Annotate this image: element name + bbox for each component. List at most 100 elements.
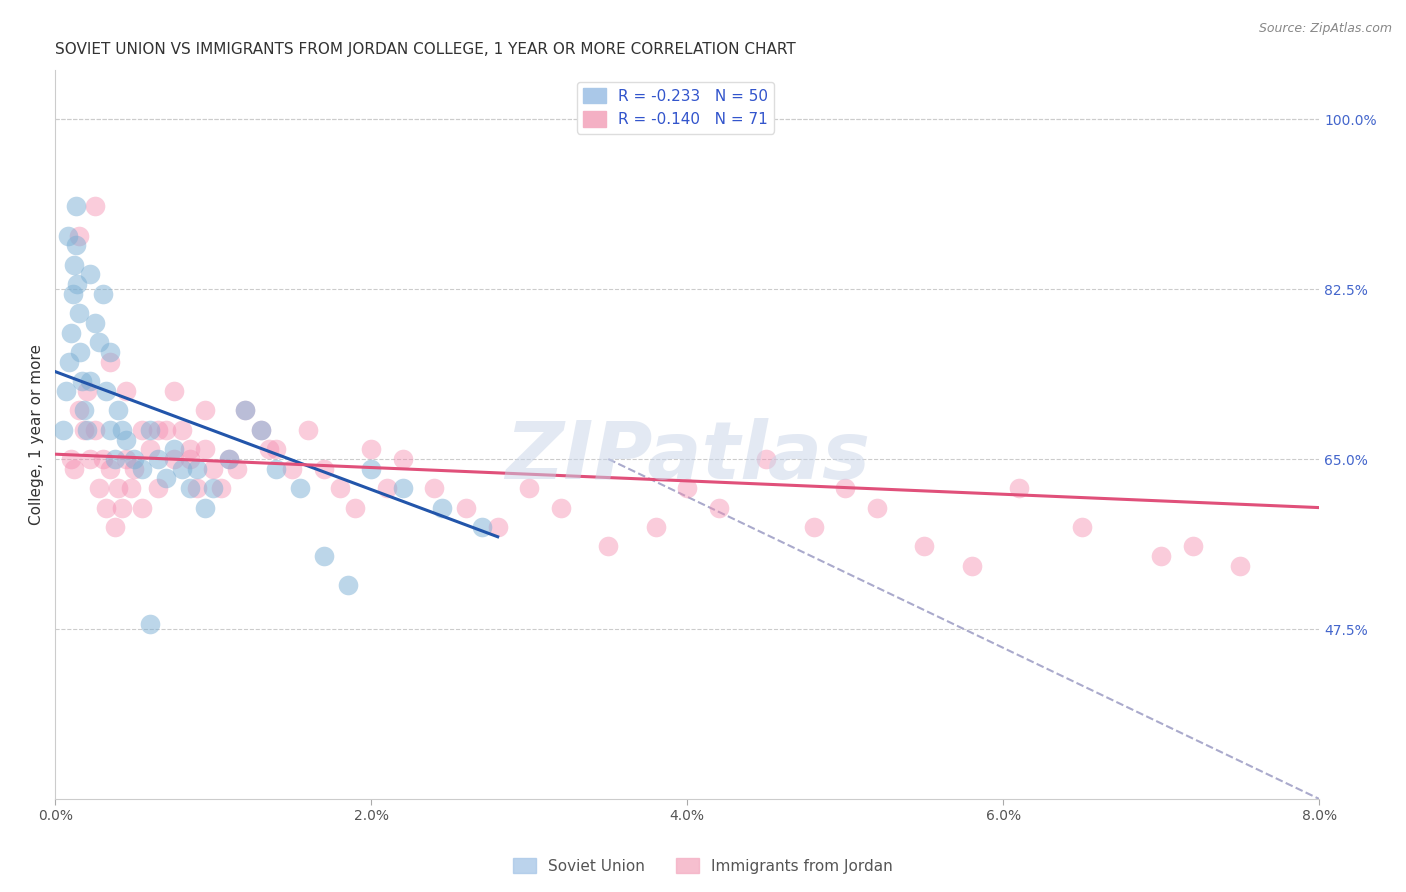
- Point: [194, 500, 217, 515]
- Legend: Soviet Union, Immigrants from Jordan: Soviet Union, Immigrants from Jordan: [508, 852, 898, 880]
- Point: [155, 471, 177, 485]
- Point: [100, 462, 122, 476]
- Point: [91, 286, 114, 301]
- Point: [312, 462, 335, 476]
- Point: [344, 500, 367, 515]
- Point: [186, 481, 208, 495]
- Point: [131, 500, 153, 515]
- Point: [1229, 558, 1251, 573]
- Point: [226, 462, 249, 476]
- Point: [155, 423, 177, 437]
- Point: [755, 452, 778, 467]
- Point: [52, 423, 75, 437]
- Point: [960, 558, 983, 573]
- Point: [65, 238, 87, 252]
- Point: [89, 335, 111, 350]
- Point: [202, 462, 225, 476]
- Point: [1182, 540, 1205, 554]
- Point: [70, 374, 93, 388]
- Point: [100, 345, 122, 359]
- Point: [107, 481, 129, 495]
- Point: [79, 452, 101, 467]
- Point: [146, 481, 169, 495]
- Point: [179, 452, 201, 467]
- Point: [163, 384, 186, 398]
- Point: [281, 462, 304, 476]
- Point: [131, 462, 153, 476]
- Point: [115, 433, 138, 447]
- Point: [120, 481, 142, 495]
- Point: [131, 423, 153, 437]
- Point: [66, 277, 89, 292]
- Point: [233, 403, 256, 417]
- Point: [62, 286, 84, 301]
- Point: [257, 442, 280, 457]
- Point: [803, 520, 825, 534]
- Y-axis label: College, 1 year or more: College, 1 year or more: [30, 344, 44, 525]
- Point: [69, 345, 91, 359]
- Point: [707, 500, 730, 515]
- Point: [266, 462, 288, 476]
- Point: [139, 617, 162, 632]
- Point: [110, 423, 132, 437]
- Point: [676, 481, 699, 495]
- Point: [76, 384, 98, 398]
- Point: [866, 500, 889, 515]
- Point: [375, 481, 398, 495]
- Text: Source: ZipAtlas.com: Source: ZipAtlas.com: [1258, 22, 1392, 36]
- Point: [56, 228, 79, 243]
- Point: [329, 481, 352, 495]
- Point: [104, 520, 127, 534]
- Point: [912, 540, 935, 554]
- Point: [83, 423, 105, 437]
- Text: ZIPatlas: ZIPatlas: [505, 417, 870, 496]
- Point: [107, 403, 129, 417]
- Point: [115, 384, 138, 398]
- Point: [94, 384, 117, 398]
- Point: [83, 316, 105, 330]
- Point: [79, 374, 101, 388]
- Point: [72, 403, 94, 417]
- Point: [218, 452, 240, 467]
- Point: [65, 199, 87, 213]
- Point: [79, 268, 101, 282]
- Point: [55, 384, 77, 398]
- Point: [170, 423, 193, 437]
- Point: [146, 452, 169, 467]
- Point: [115, 452, 138, 467]
- Point: [209, 481, 232, 495]
- Point: [67, 403, 90, 417]
- Point: [139, 423, 162, 437]
- Point: [186, 462, 208, 476]
- Point: [67, 306, 90, 320]
- Point: [360, 462, 382, 476]
- Point: [312, 549, 335, 564]
- Text: SOVIET UNION VS IMMIGRANTS FROM JORDAN COLLEGE, 1 YEAR OR MORE CORRELATION CHART: SOVIET UNION VS IMMIGRANTS FROM JORDAN C…: [55, 42, 796, 57]
- Point: [432, 500, 454, 515]
- Point: [1071, 520, 1094, 534]
- Point: [179, 442, 201, 457]
- Point: [336, 578, 359, 592]
- Point: [89, 481, 111, 495]
- Point: [249, 423, 271, 437]
- Point: [392, 481, 415, 495]
- Point: [59, 452, 82, 467]
- Point: [423, 481, 446, 495]
- Point: [288, 481, 311, 495]
- Point: [104, 452, 127, 467]
- Point: [194, 442, 217, 457]
- Point: [471, 520, 494, 534]
- Point: [1150, 549, 1173, 564]
- Point: [249, 423, 271, 437]
- Point: [834, 481, 856, 495]
- Point: [194, 403, 217, 417]
- Point: [644, 520, 666, 534]
- Point: [163, 442, 186, 457]
- Point: [100, 423, 122, 437]
- Point: [76, 423, 98, 437]
- Point: [598, 540, 620, 554]
- Point: [233, 403, 256, 417]
- Point: [100, 355, 122, 369]
- Point: [122, 462, 145, 476]
- Point: [1008, 481, 1031, 495]
